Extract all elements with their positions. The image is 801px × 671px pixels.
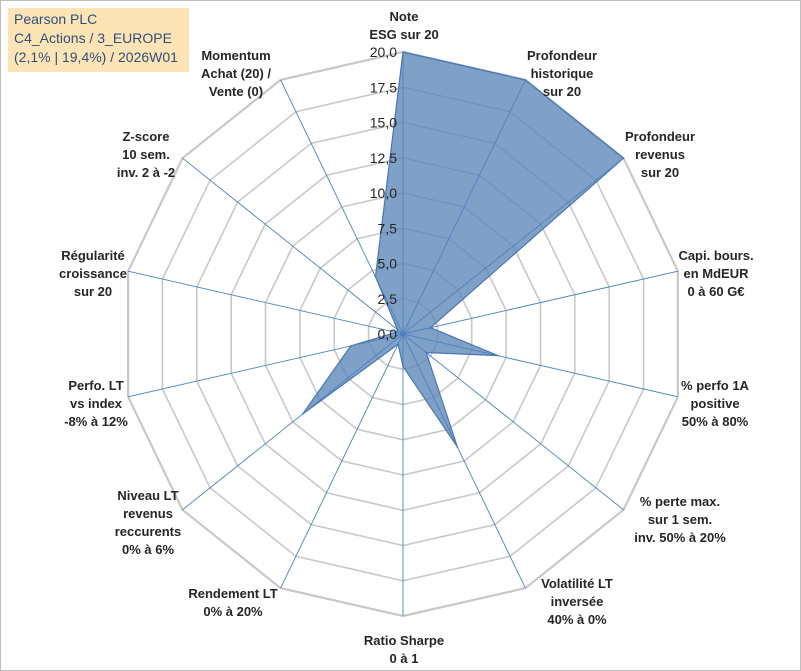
data-point: [425, 351, 428, 354]
axis-label: Niveau LT revenus reccurents 0% à 6%: [115, 488, 181, 557]
tick-label: 12,5: [370, 150, 397, 166]
axis-label-line: positive: [690, 396, 739, 411]
axis-label-line: Profondeur: [625, 129, 695, 144]
chart-title-company: Pearson PLC: [14, 11, 98, 27]
axis-label-line: 10 sem.: [122, 147, 170, 162]
axis-label: Ratio Sharpe 0 à 1: [364, 633, 444, 666]
axis-spoke: [402, 270, 679, 335]
axis-label-line: Ratio Sharpe: [364, 633, 444, 648]
axis-label-line: Volatilité LT: [541, 576, 613, 591]
axis-label-line: sur 20: [74, 284, 112, 299]
data-point: [429, 326, 432, 329]
axis-spoke: [402, 333, 526, 589]
axis-label: Z-score 10 sem. inv. 2 à -2: [117, 129, 175, 180]
axis-spoke: [182, 333, 404, 511]
tick-label: 7,5: [378, 220, 398, 236]
axis-spoke: [280, 333, 404, 589]
tick-label: 17,5: [370, 79, 397, 95]
axis-label-line: Niveau LT: [117, 488, 178, 503]
axis-spoke: [182, 157, 404, 335]
axis-label-line: 0% à 6%: [122, 542, 174, 557]
axis-label-line: Perfo. LT: [68, 378, 123, 393]
axis-spoke: [280, 79, 404, 335]
axis-spoke: [402, 333, 679, 398]
axis-label-line: 0% à 20%: [203, 604, 263, 619]
axis-spoke: [402, 79, 526, 335]
axis-spoke: [127, 333, 404, 398]
data-point: [524, 79, 527, 81]
axis-label-line: ESG sur 20: [369, 27, 438, 42]
axis-label-line: inversée: [551, 594, 604, 609]
axis-label-line: sur 1 sem.: [648, 512, 712, 527]
tick-label: 5,0: [378, 256, 398, 272]
tick-label: 2,5: [378, 291, 398, 307]
axis-label: Régularité croissance sur 20: [59, 248, 127, 299]
axis-label-line: croissance: [59, 266, 127, 281]
data-point: [402, 51, 404, 53]
chart-title-box: Pearson PLC C4_Actions / 3_EUROPE (2,1% …: [8, 8, 189, 72]
axis-spoke: [402, 333, 624, 511]
axis-label-line: 40% à 0%: [547, 612, 607, 627]
axis-label-line: revenus: [635, 147, 685, 162]
data-point: [397, 343, 399, 346]
axis-spoke: [402, 157, 624, 335]
axis-label-line: sur 20: [543, 84, 581, 99]
data-point: [396, 328, 399, 331]
axis-label-line: % perfo 1A: [681, 378, 750, 393]
axis-label-line: Momentum: [201, 48, 270, 63]
chart-title-stats: (2,1% | 19,4%) / 2026W01: [14, 49, 178, 65]
axis-spoke: [127, 270, 404, 335]
axis-label-line: Note: [390, 9, 419, 24]
axis-label-line: Rendement LT: [188, 586, 277, 601]
axis-label: % perfo 1A positive 50% à 80%: [681, 378, 750, 429]
axis-label-line: -8% à 12%: [64, 414, 128, 429]
axis-label-line: reccurents: [115, 524, 181, 539]
axis-label-line: Achat (20) /: [201, 66, 271, 81]
tick-label: 10,0: [370, 185, 397, 201]
axis-label-line: en MdEUR: [684, 266, 750, 281]
axis-label-line: % perte max.: [640, 494, 720, 509]
axis-label-line: vs index: [70, 396, 123, 411]
axis-label: % perte max. sur 1 sem. inv. 50% à 20%: [634, 494, 726, 545]
axis-label-line: 0 à 60 G€: [687, 284, 744, 299]
data-point: [301, 413, 304, 415]
axis-label-line: 0 à 1: [390, 651, 419, 666]
data-point: [622, 157, 625, 159]
axis-label: Capi. bours. en MdEUR 0 à 60 G€: [678, 248, 753, 299]
axis-label: Perfo. LT vs index -8% à 12%: [64, 378, 128, 429]
axis-label-line: sur 20: [641, 165, 679, 180]
data-point: [374, 276, 377, 278]
axis-label-line: revenus: [123, 506, 173, 521]
axis-label-line: Régularité: [61, 248, 125, 263]
tick-label: 0,0: [378, 326, 398, 342]
axis-label-line: Vente (0): [209, 84, 263, 99]
axis-label: Volatilité LT inversée 40% à 0%: [541, 576, 613, 627]
axis-label-line: historique: [531, 66, 594, 81]
data-point: [497, 354, 499, 357]
axis-label: Note ESG sur 20: [369, 9, 438, 42]
data-point: [402, 365, 404, 368]
tick-label: 15,0: [370, 115, 397, 131]
axis-label-line: Profondeur: [527, 48, 597, 63]
axis-label-line: Capi. bours.: [678, 248, 753, 263]
axis-label-line: inv. 2 à -2: [117, 165, 175, 180]
tick-label: 20,0: [370, 44, 397, 60]
data-point: [395, 331, 397, 334]
axis-label: Profondeur historique sur 20: [527, 48, 597, 99]
data-point: [456, 446, 459, 448]
axis-label: Profondeur revenus sur 20: [625, 129, 695, 180]
axis-label: Rendement LT 0% à 20%: [188, 586, 277, 619]
axis-label-line: 50% à 80%: [682, 414, 749, 429]
chart-title-category: C4_Actions / 3_EUROPE: [14, 30, 172, 46]
axis-label-line: inv. 50% à 20%: [634, 530, 726, 545]
data-point: [350, 345, 352, 347]
axis-label-line: Z-score: [123, 129, 170, 144]
axis-label: Momentum Achat (20) / Vente (0): [201, 48, 271, 99]
data-series-area: [302, 51, 625, 448]
